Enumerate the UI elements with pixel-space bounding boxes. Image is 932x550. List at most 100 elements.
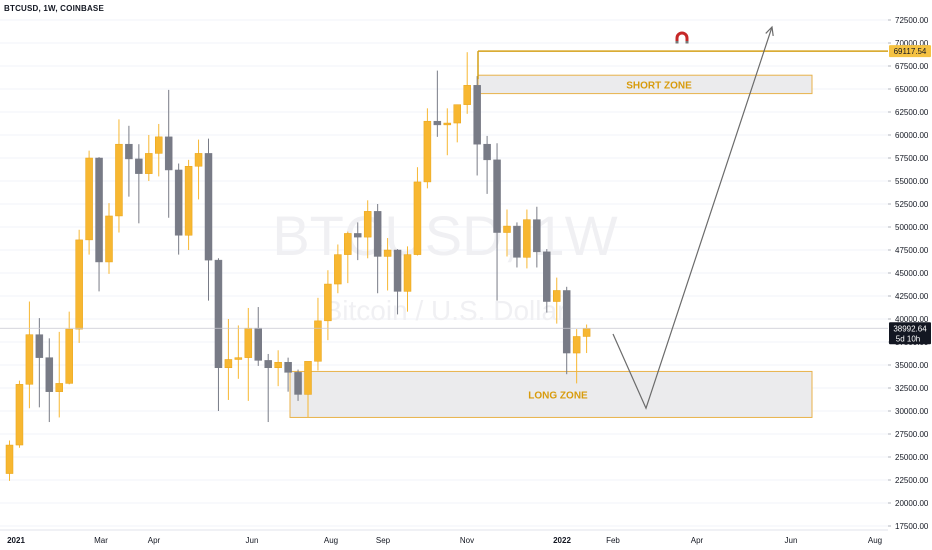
current-price-label: 38992.64	[893, 324, 927, 333]
y-tick-label: 22500.00	[895, 476, 929, 485]
candle-body	[354, 233, 362, 238]
candle-body	[65, 328, 73, 384]
y-tick-label: 62500.00	[895, 108, 929, 117]
watermark-symbol: BTCUSD, 1W	[272, 204, 617, 267]
zone-box-short	[477, 74, 813, 95]
candle-body	[85, 157, 93, 241]
y-axis-background	[888, 0, 932, 550]
y-tick-label: 57500.00	[895, 154, 929, 163]
candle-body	[15, 384, 24, 446]
candle-body	[393, 249, 402, 292]
candles	[5, 52, 591, 481]
candle-body	[75, 239, 83, 330]
x-tick-label: 2022	[553, 536, 571, 545]
candle-body	[105, 215, 113, 263]
y-tick-label: 47500.00	[895, 246, 929, 255]
candle-body	[533, 219, 541, 253]
candle-body	[413, 181, 422, 255]
magnet-icon-tip-left	[675, 41, 679, 44]
candle-body	[543, 251, 551, 302]
bar-countdown-label: 5d 10h	[896, 334, 920, 343]
candle-body	[115, 143, 123, 217]
candle-body	[423, 120, 432, 183]
x-axis[interactable]: 2021 Mar Apr Jun Aug Sep Nov 2022 Feb Apr Jun Aug	[0, 529, 888, 545]
candle-body	[224, 359, 233, 369]
y-tick-label: 25000.00	[895, 453, 929, 462]
candle-body	[5, 444, 14, 474]
y-axis[interactable]: 72500.00 70000.00 67500.00 65000.00 62500.00…	[888, 0, 932, 550]
candle-body	[433, 120, 442, 126]
candle-body	[373, 211, 382, 257]
watermark-description: Bitcoin / U.S. Dollar	[324, 295, 567, 326]
resistance-price-tag	[889, 45, 931, 58]
candle-body	[363, 211, 372, 238]
y-tick-label: 65000.00	[895, 85, 929, 94]
candle-body	[553, 290, 561, 302]
candle-body	[254, 327, 262, 361]
candle-body	[403, 254, 412, 292]
y-tick-label: 40000.00	[895, 315, 929, 324]
candle-body	[493, 159, 501, 233]
candle-body	[35, 334, 44, 358]
x-tick-label: Feb	[606, 536, 620, 545]
x-tick-label: Jun	[785, 536, 798, 545]
x-tick-label: Jun	[246, 536, 259, 545]
x-tick-label: 2021	[7, 536, 25, 545]
magnet-icon	[675, 31, 689, 44]
y-tick-label: 72500.00	[895, 16, 929, 25]
y-tick-label: 55000.00	[895, 177, 929, 186]
candle-body	[314, 320, 322, 362]
projection-arrowhead	[765, 25, 774, 37]
candle-body	[174, 169, 183, 236]
watermark: BTCUSD, 1W Bitcoin / U.S. Dollar	[272, 204, 617, 326]
resistance-price-label: 69117.54	[894, 47, 927, 56]
x-tick-label: Nov	[460, 536, 474, 545]
y-tick-label: 52500.00	[895, 200, 929, 209]
y-tick-label: 17500.00	[895, 522, 929, 531]
x-tick-label: Mar	[94, 536, 108, 545]
y-tick-label: 32500.00	[895, 384, 929, 393]
magnet-icon-tip-right	[685, 41, 689, 44]
candle-body	[204, 153, 213, 261]
x-tick-label: Aug	[324, 536, 338, 545]
x-tick-label: Apr	[148, 536, 161, 545]
y-tick-label: 42500.00	[895, 292, 929, 301]
current-price-tag	[889, 322, 931, 345]
y-tick-label: 45000.00	[895, 269, 929, 278]
candle-body	[145, 153, 153, 174]
candle-body	[483, 143, 491, 161]
y-tick-label: 50000.00	[895, 223, 929, 232]
candle-body	[443, 122, 452, 126]
candle-body	[523, 219, 531, 258]
y-tick-label: 35000.00	[895, 361, 929, 370]
candle-body	[274, 361, 282, 369]
candle-body	[45, 357, 54, 392]
zone-label-long: LONG ZONE	[528, 390, 588, 401]
candle-body	[164, 136, 173, 171]
grid	[0, 19, 888, 527]
candle-body	[503, 225, 511, 233]
candle-body	[234, 357, 243, 360]
candle-body	[294, 372, 302, 395]
candle-body	[562, 290, 571, 354]
y-tick-label: 70000.00	[895, 39, 929, 48]
candle-body	[284, 361, 292, 373]
candle-body	[453, 104, 461, 124]
zones: SHORT ZONE LONG ZONE	[289, 74, 813, 418]
candle-body	[55, 383, 63, 392]
x-tick-label: Apr	[691, 536, 704, 545]
candle-body	[194, 153, 203, 167]
candle-body	[344, 233, 352, 255]
candle-body	[334, 254, 342, 285]
candle-body	[214, 259, 223, 369]
candle-body	[383, 249, 392, 257]
candle-body	[244, 327, 253, 358]
magnet-icon-body	[675, 31, 689, 42]
x-tick-label: Sep	[376, 536, 391, 545]
candle-body	[324, 283, 332, 322]
x-tick-label: Aug	[868, 536, 882, 545]
candle-body	[304, 361, 312, 395]
candle-body	[135, 158, 143, 174]
annotation-lines	[0, 25, 888, 410]
